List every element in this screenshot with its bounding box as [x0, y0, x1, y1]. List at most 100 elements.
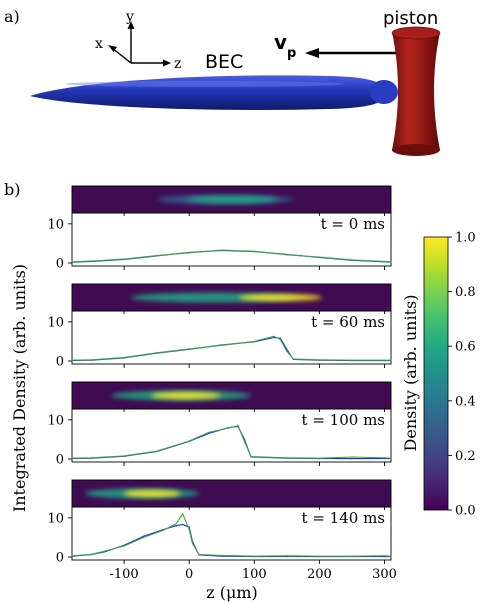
density-peak — [238, 294, 322, 301]
y-tick-label: 10 — [47, 315, 64, 330]
series-point — [318, 555, 320, 557]
series-point — [182, 513, 184, 515]
colorbar: 1.0 0.8 0.6 0.4 0.2 0.0 Density (arb. units) — [401, 231, 476, 519]
series-point — [156, 254, 158, 257]
time-label: t = 100 ms — [302, 411, 385, 429]
velocity-subscript: p — [287, 46, 296, 61]
series-point — [383, 457, 386, 459]
series-point — [188, 440, 190, 442]
panel-b: b) Integrated Density (arb. units) z (μm… — [4, 180, 397, 602]
time-label: t = 60 ms — [311, 313, 385, 331]
series-point — [182, 523, 184, 526]
velocity-arrowhead — [305, 48, 319, 58]
y-tick-label: 0 — [56, 355, 64, 370]
piston-bottom — [392, 144, 440, 156]
subplot-3: 0 10 -100 0 100 200 300 t = 140 ms — [47, 479, 397, 582]
series-point — [286, 457, 288, 459]
series-point — [279, 337, 281, 339]
colorbar-tick-label: 0.6 — [455, 340, 476, 355]
series-point — [71, 457, 73, 459]
axis-label-x: x — [95, 36, 103, 52]
subplot-0: 0 10 t = 0 ms — [47, 185, 392, 272]
bec-cloud — [30, 75, 388, 110]
series-line-0 — [71, 249, 392, 263]
subplots: 0 10 t = 0 ms 0 10 t = 60 ms 0 10 t = 100 ms 0 10 -… — [47, 185, 397, 582]
series-point — [208, 431, 210, 433]
series-point — [292, 358, 294, 360]
series-point — [227, 427, 229, 429]
series-point — [253, 340, 255, 343]
piston-label: piston — [383, 8, 438, 29]
series-point — [383, 555, 386, 557]
series-point — [191, 542, 194, 544]
series-point — [221, 344, 223, 346]
x-tick-label: 0 — [185, 567, 193, 582]
series-point — [318, 256, 320, 258]
series-point — [162, 529, 164, 531]
series-point — [390, 359, 392, 361]
x-tick-label: -100 — [109, 567, 138, 582]
series-point — [318, 457, 320, 459]
image-frame — [71, 381, 392, 410]
series-point — [253, 555, 255, 557]
subplot-2: 0 10 t = 100 ms — [47, 381, 392, 468]
panel-a-label: a) — [4, 7, 20, 26]
series-point — [198, 554, 200, 556]
series-line-0 — [71, 336, 391, 362]
series-point — [390, 261, 392, 263]
series-point — [351, 259, 353, 261]
subplot-1: 0 10 t = 60 ms — [47, 283, 392, 370]
y-tick-label: 10 — [47, 511, 64, 526]
series-point — [90, 359, 93, 361]
image-frame — [71, 479, 392, 508]
y-axis-label: Integrated Density (arb. units) — [10, 264, 29, 512]
series-point — [208, 432, 210, 435]
series-point — [383, 359, 386, 361]
series-point — [123, 455, 125, 457]
series-line-1 — [71, 425, 392, 459]
series-point — [390, 457, 392, 459]
panel-b-label: b) — [4, 180, 20, 199]
series-point — [351, 359, 353, 361]
x-axis-label: z (μm) — [206, 583, 258, 602]
series-point — [286, 555, 288, 557]
x-tick-label: 200 — [307, 567, 332, 582]
series-point — [188, 348, 190, 350]
series-point — [156, 352, 158, 354]
series-point — [103, 550, 106, 552]
series-point — [123, 545, 125, 547]
series-point — [250, 456, 252, 458]
colorbar-tick-label: 0.4 — [455, 394, 476, 409]
series-point — [188, 528, 190, 531]
series-line-0 — [71, 523, 391, 558]
series-point — [286, 254, 288, 256]
series-point — [71, 359, 73, 361]
series-line-1 — [71, 335, 391, 361]
x-arrowhead — [108, 45, 117, 52]
colorbar-tick-label: 0.0 — [455, 504, 476, 519]
series-point — [273, 335, 275, 337]
bec-end-cap — [370, 80, 398, 104]
y-arrowhead — [127, 21, 135, 29]
series-point — [286, 350, 288, 352]
y-tick-label: 0 — [56, 453, 64, 468]
y-tick-label: 10 — [47, 413, 64, 428]
colorbar-tick-label: 0.2 — [455, 449, 476, 464]
colorbar-tick-label: 1.0 — [455, 231, 476, 246]
series-point — [175, 525, 177, 527]
series-point — [90, 457, 93, 459]
series-point — [143, 535, 145, 537]
y-tick-label: 0 — [56, 257, 64, 272]
series-point — [221, 554, 223, 557]
piston — [392, 32, 440, 150]
colorbar-gradient — [423, 236, 449, 511]
series-point — [390, 555, 392, 557]
series-line-1 — [71, 249, 392, 263]
series-point — [90, 260, 93, 262]
x-tick-label: 100 — [242, 567, 267, 582]
series-point — [221, 249, 223, 251]
time-label: t = 0 ms — [321, 215, 385, 233]
series-point — [318, 359, 320, 361]
series-point — [351, 555, 353, 557]
